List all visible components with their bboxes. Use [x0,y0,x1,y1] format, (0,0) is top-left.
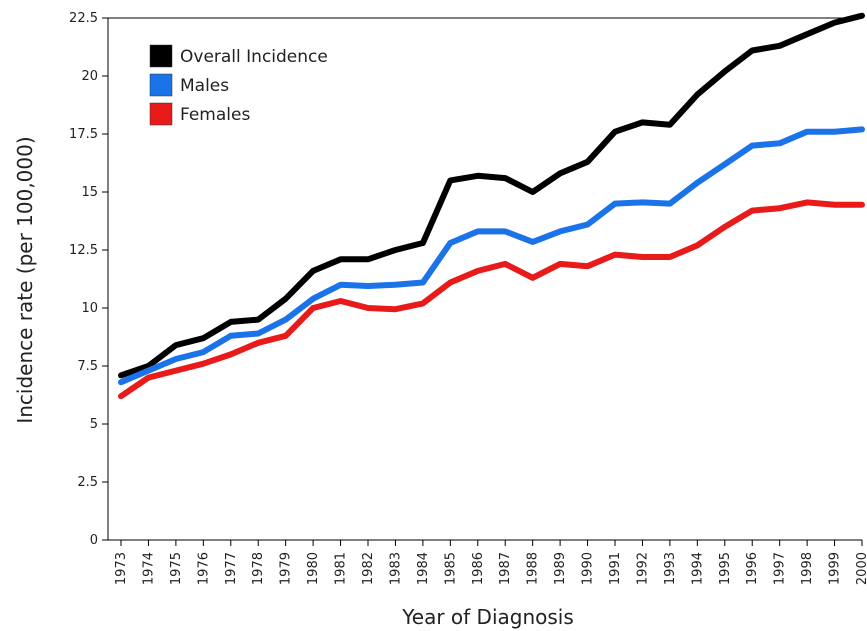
x-tick-label: 1992 [635,552,650,585]
x-tick-label: 2000 [855,552,867,585]
x-tick-label: 1984 [416,552,431,585]
x-tick-label: 1995 [718,552,733,585]
x-tick-label: 1990 [581,552,596,585]
x-tick-label: 1979 [279,552,294,585]
x-tick-label: 1994 [690,552,705,585]
x-tick-label: 1987 [498,552,513,585]
legend-label-overall-incidence: Overall Incidence [180,47,328,67]
x-tick-label: 1977 [224,552,239,585]
x-tick-label: 1980 [306,552,321,585]
x-tick-label: 1981 [334,552,349,585]
x-tick-label: 1985 [443,552,458,585]
y-tick-label: 5 [90,417,98,432]
x-tick-label: 1991 [608,552,623,585]
y-tick-label: 15 [81,185,98,200]
legend-label-females: Females [180,105,250,125]
x-tick-label: 1974 [141,552,156,585]
y-tick-label: 2.5 [77,475,98,490]
x-tick-label: 1986 [471,552,486,585]
series-line-overall-incidence [118,12,865,379]
x-tick-label: 1989 [553,552,568,585]
y-axis-ticks: 0 2.5 5 7.5 10 12.5 15 17.5 20 22.5 [69,11,108,548]
x-tick-label: 1983 [388,552,403,585]
y-tick-label: 12.5 [69,243,98,258]
x-axis-title: Year of Diagnosis [401,605,574,629]
y-tick-label: 10 [81,301,98,316]
legend-swatch-males [149,73,173,97]
legend-swatch-overall-incidence [149,44,173,68]
x-tick-label: 1999 [828,552,843,585]
x-tick-label: 1993 [663,552,678,585]
y-tick-label: 20 [81,69,98,84]
y-tick-label: 7.5 [77,359,98,374]
x-tick-label: 1975 [169,552,184,585]
legend: Overall Incidence Males Females [149,44,328,126]
legend-swatch-females [149,102,173,126]
series-lines [118,12,865,400]
y-tick-label: 22.5 [69,11,98,26]
x-tick-label: 1978 [251,552,266,585]
x-tick-label: 1996 [745,552,760,585]
series-line-males [118,126,865,386]
y-tick-label: 17.5 [69,127,98,142]
x-tick-label: 1973 [114,552,129,585]
x-tick-label: 1997 [773,552,788,585]
legend-label-males: Males [180,76,229,96]
y-tick-label: 0 [90,533,98,548]
x-axis-ticks: 1973 1974 1975 1976 1977 1978 1979 1980 1981 1982… [114,540,867,585]
series-line-females [118,199,865,400]
x-tick-label: 1976 [196,552,211,585]
x-tick-label: 1998 [800,552,815,585]
axes [107,17,862,541]
x-tick-label: 1988 [526,552,541,585]
y-axis-title: Incidence rate (per 100,000) [13,136,37,423]
x-tick-label: 1982 [361,552,376,585]
